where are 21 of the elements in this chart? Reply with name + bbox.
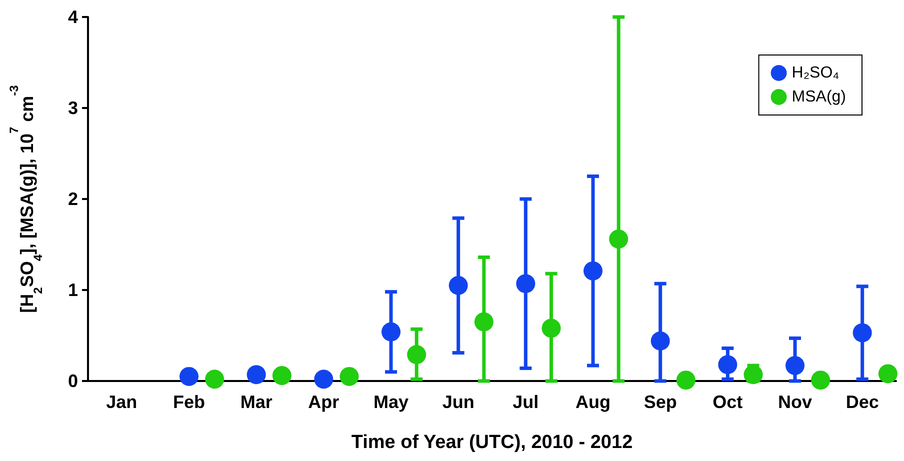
legend-label: MSA(g) <box>792 88 846 106</box>
y-tick-label: 3 <box>68 98 78 118</box>
y-axis-title: [H2SO4], [MSA(g)], 107 cm-3 <box>7 84 45 313</box>
y-tick-label: 1 <box>68 280 78 300</box>
y-tick-label: 2 <box>68 189 78 209</box>
x-tick-label: Oct <box>712 392 743 412</box>
x-axis-title: Time of Year (UTC), 2010 - 2012 <box>351 432 633 453</box>
x-tick-label: Aug <box>576 392 610 412</box>
y-tick-label: 0 <box>68 371 78 391</box>
x-tick-label: Nov <box>778 392 812 412</box>
x-tick-label: Jan <box>106 392 138 412</box>
x-tick-label: May <box>373 392 409 412</box>
x-tick-label: Feb <box>172 392 206 412</box>
x-tick-label: Sep <box>644 392 677 412</box>
x-tick-label: Jul <box>512 392 539 412</box>
legend-label: H₂SO₄ <box>792 64 840 82</box>
x-tick-label: Apr <box>308 392 340 412</box>
x-tick-label: Mar <box>240 392 272 412</box>
y-tick-label: 4 <box>68 7 78 27</box>
x-tick-label: Jun <box>442 392 474 412</box>
x-tick-label: Dec <box>846 392 879 412</box>
